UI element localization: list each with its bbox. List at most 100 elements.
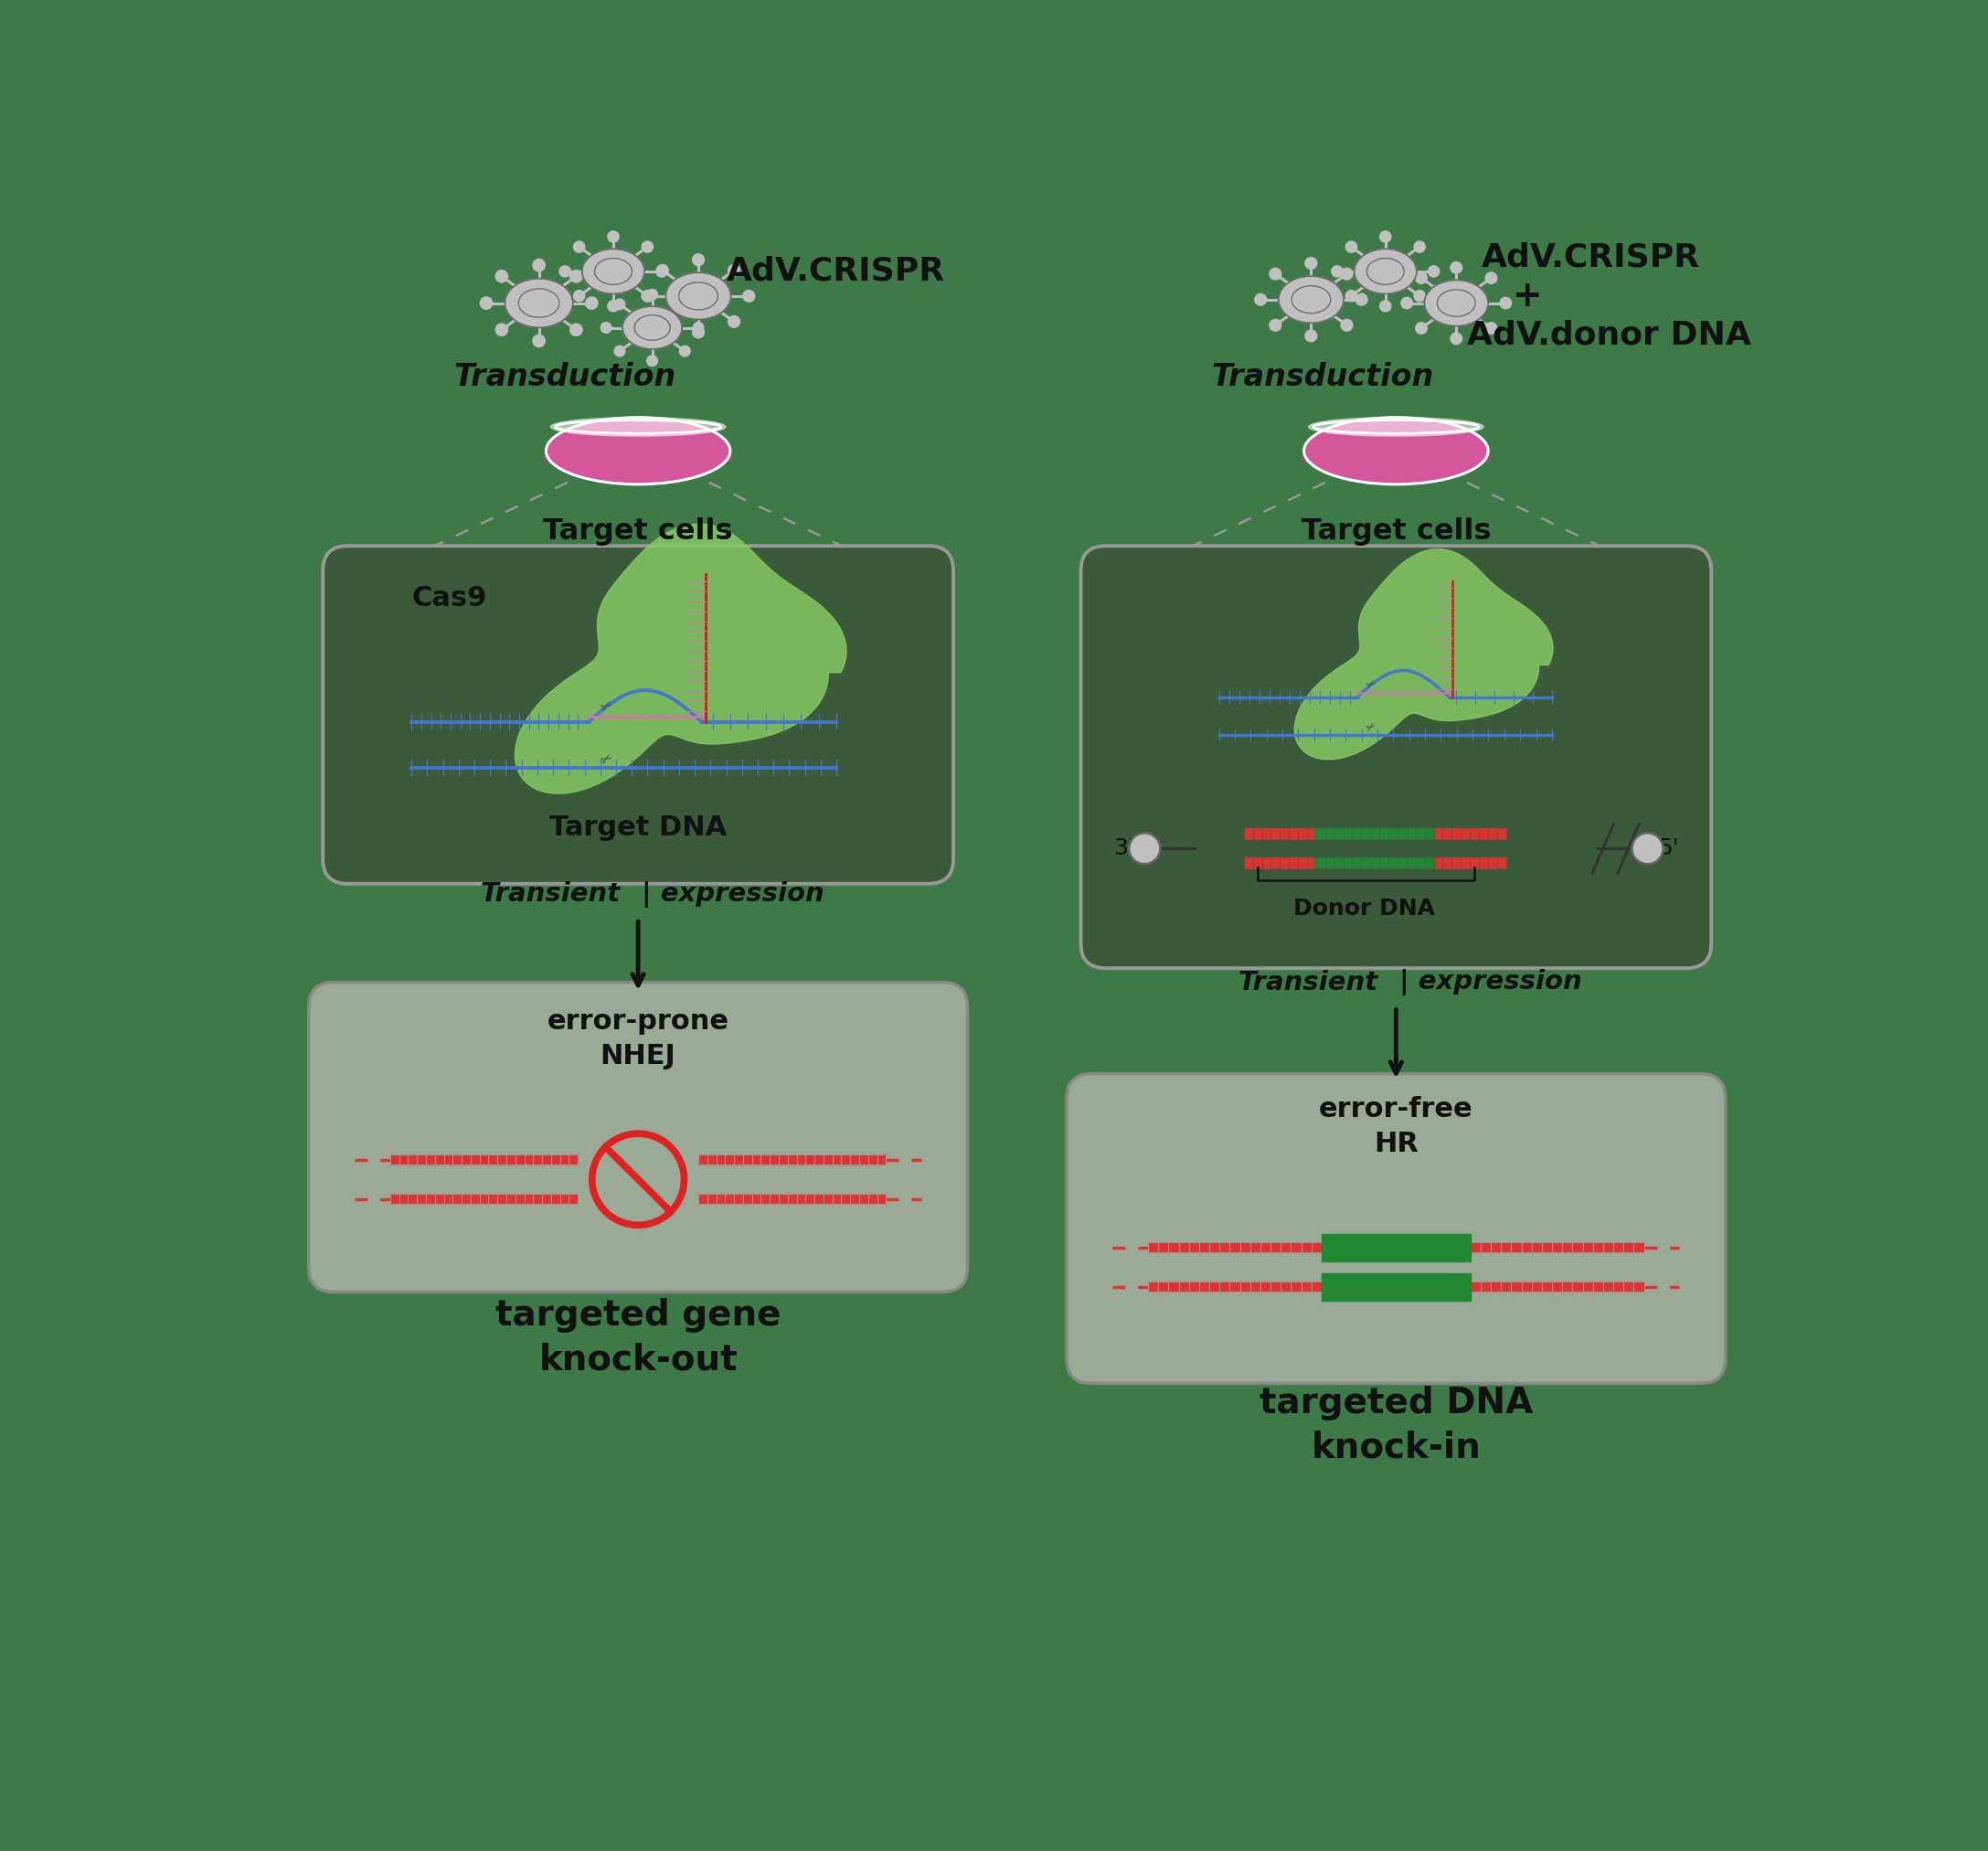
Circle shape xyxy=(1380,231,1392,242)
Text: Transient: Transient xyxy=(481,881,620,907)
FancyBboxPatch shape xyxy=(1081,546,1712,968)
Circle shape xyxy=(1451,261,1461,274)
Text: Cas9: Cas9 xyxy=(412,585,487,613)
Circle shape xyxy=(1499,298,1511,309)
Circle shape xyxy=(1485,272,1497,283)
Text: | expression: | expression xyxy=(1400,970,1582,996)
Bar xyxy=(1322,1273,1471,1301)
Circle shape xyxy=(694,322,704,333)
Text: Target cells: Target cells xyxy=(1302,518,1491,546)
Circle shape xyxy=(680,300,690,309)
Ellipse shape xyxy=(545,444,732,470)
Circle shape xyxy=(1254,294,1266,305)
Circle shape xyxy=(1451,333,1461,344)
Circle shape xyxy=(656,317,668,328)
Circle shape xyxy=(1632,833,1664,864)
Circle shape xyxy=(642,291,654,302)
Circle shape xyxy=(728,265,740,276)
Ellipse shape xyxy=(547,418,730,485)
Text: Target DNA: Target DNA xyxy=(549,814,728,840)
Text: 5': 5' xyxy=(1658,837,1680,859)
Ellipse shape xyxy=(1423,280,1489,326)
FancyBboxPatch shape xyxy=(308,983,968,1292)
Circle shape xyxy=(1415,322,1427,333)
Circle shape xyxy=(533,259,545,272)
Circle shape xyxy=(614,300,624,309)
Circle shape xyxy=(571,324,582,335)
Bar xyxy=(1322,1235,1471,1261)
Circle shape xyxy=(1356,294,1368,305)
Polygon shape xyxy=(1294,550,1553,759)
Circle shape xyxy=(1485,322,1497,333)
Circle shape xyxy=(1380,300,1392,311)
Circle shape xyxy=(646,355,658,366)
Circle shape xyxy=(692,326,704,339)
Ellipse shape xyxy=(622,305,682,350)
Circle shape xyxy=(481,296,493,309)
Circle shape xyxy=(586,296,598,309)
Text: Transient: Transient xyxy=(1239,970,1378,996)
Circle shape xyxy=(1332,267,1342,278)
Circle shape xyxy=(1129,833,1161,864)
Ellipse shape xyxy=(1302,444,1489,470)
Circle shape xyxy=(1270,320,1280,331)
Circle shape xyxy=(1340,320,1352,331)
Circle shape xyxy=(608,300,618,311)
Ellipse shape xyxy=(1354,248,1417,294)
Text: targeted DNA
knock-in: targeted DNA knock-in xyxy=(1258,1386,1533,1466)
Circle shape xyxy=(495,270,507,283)
Text: ✂: ✂ xyxy=(598,698,614,714)
Text: ✂: ✂ xyxy=(598,750,614,768)
Circle shape xyxy=(1306,329,1316,342)
Circle shape xyxy=(608,231,618,242)
Circle shape xyxy=(642,241,654,252)
Ellipse shape xyxy=(505,278,573,328)
Circle shape xyxy=(1346,241,1358,252)
Circle shape xyxy=(1270,268,1280,280)
Circle shape xyxy=(571,270,582,283)
Circle shape xyxy=(728,317,740,328)
Circle shape xyxy=(680,346,690,357)
Ellipse shape xyxy=(1308,418,1483,437)
Text: AdV.CRISPR: AdV.CRISPR xyxy=(728,255,944,287)
Circle shape xyxy=(1413,291,1425,302)
Text: Target cells: Target cells xyxy=(543,518,734,546)
Text: Transduction: Transduction xyxy=(453,363,676,392)
Circle shape xyxy=(1413,241,1425,252)
Circle shape xyxy=(614,346,624,357)
Circle shape xyxy=(1415,272,1427,283)
Circle shape xyxy=(559,267,571,278)
Circle shape xyxy=(575,291,584,302)
Circle shape xyxy=(744,291,755,302)
Text: | expression: | expression xyxy=(642,881,825,907)
Circle shape xyxy=(600,322,612,333)
Text: error-prone
NHEJ: error-prone NHEJ xyxy=(547,1007,730,1070)
Text: ✂: ✂ xyxy=(1364,677,1378,692)
Ellipse shape xyxy=(666,272,732,320)
FancyBboxPatch shape xyxy=(1068,1074,1726,1383)
Circle shape xyxy=(656,265,668,276)
Circle shape xyxy=(1427,267,1439,278)
Text: 3': 3' xyxy=(1113,837,1133,859)
Text: AdV.donor DNA: AdV.donor DNA xyxy=(1467,318,1751,350)
Circle shape xyxy=(1306,257,1316,268)
Circle shape xyxy=(642,291,654,302)
Circle shape xyxy=(1402,298,1413,309)
Circle shape xyxy=(1340,268,1352,280)
Circle shape xyxy=(533,335,545,346)
FancyBboxPatch shape xyxy=(322,546,954,883)
Text: Transduction: Transduction xyxy=(1213,363,1433,392)
Ellipse shape xyxy=(582,248,644,294)
Polygon shape xyxy=(515,524,847,794)
Text: targeted gene
knock-out: targeted gene knock-out xyxy=(495,1298,781,1377)
Ellipse shape xyxy=(1304,418,1489,485)
Ellipse shape xyxy=(1278,276,1344,324)
Text: +: + xyxy=(1513,280,1543,313)
Circle shape xyxy=(692,254,704,265)
Text: AdV.CRISPR: AdV.CRISPR xyxy=(1481,242,1700,272)
Circle shape xyxy=(646,289,658,300)
Circle shape xyxy=(1346,291,1358,302)
Text: Donor DNA: Donor DNA xyxy=(1294,898,1435,920)
Circle shape xyxy=(656,267,668,278)
Circle shape xyxy=(495,324,507,335)
